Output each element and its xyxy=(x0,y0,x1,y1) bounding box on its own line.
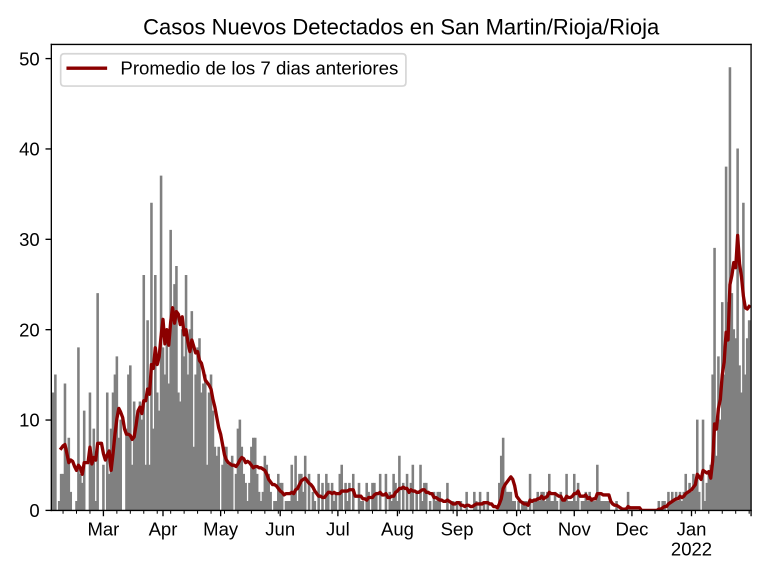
svg-text:Apr: Apr xyxy=(149,518,178,539)
svg-text:2022: 2022 xyxy=(671,538,712,559)
svg-text:Aug: Aug xyxy=(381,518,414,539)
svg-text:Jun: Jun xyxy=(265,518,295,539)
svg-text:Jul: Jul xyxy=(326,518,350,539)
svg-text:Promedio de los 7 dias anterio: Promedio de los 7 dias anteriores xyxy=(120,58,398,79)
svg-text:Sep: Sep xyxy=(441,518,474,539)
svg-text:Nov: Nov xyxy=(558,518,592,539)
svg-text:0: 0 xyxy=(29,500,39,521)
svg-text:Mar: Mar xyxy=(87,518,119,539)
svg-text:Dec: Dec xyxy=(615,518,648,539)
svg-text:Casos Nuevos Detectados en San: Casos Nuevos Detectados en San Martin/Ri… xyxy=(143,14,660,39)
svg-text:40: 40 xyxy=(19,139,40,160)
svg-text:May: May xyxy=(203,518,239,539)
svg-text:30: 30 xyxy=(19,229,40,250)
svg-text:Jan: Jan xyxy=(677,518,707,539)
svg-text:Oct: Oct xyxy=(502,518,531,539)
svg-text:10: 10 xyxy=(19,410,40,431)
svg-text:20: 20 xyxy=(19,319,40,340)
svg-text:50: 50 xyxy=(19,48,40,69)
